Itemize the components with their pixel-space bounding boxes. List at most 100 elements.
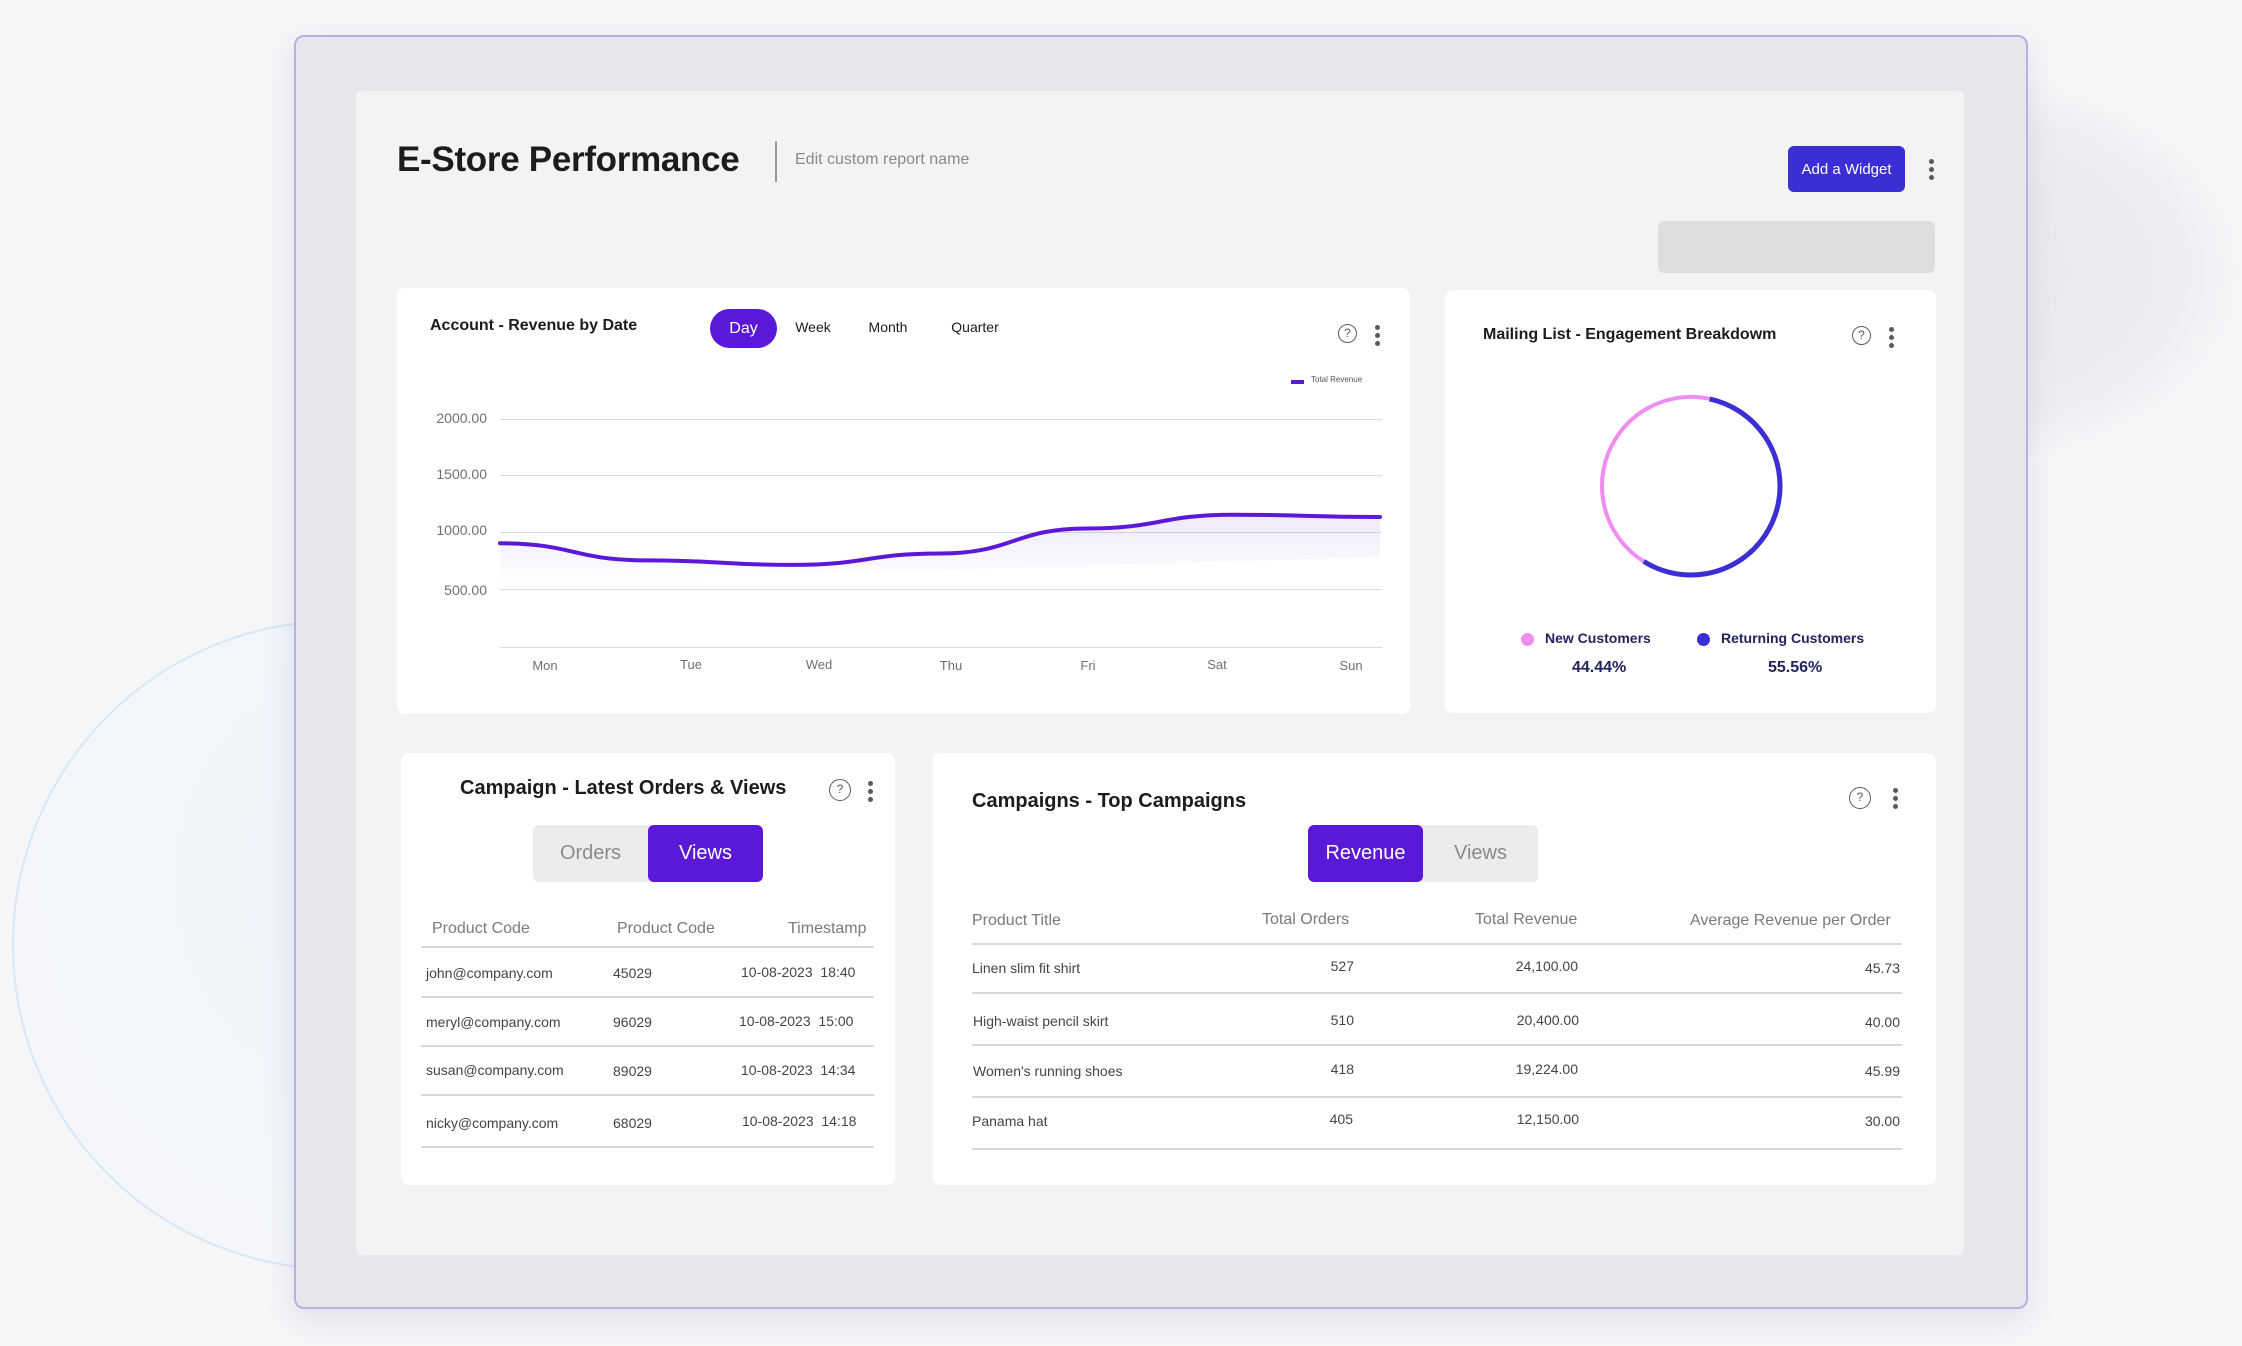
row-product-title: Women's running shoes [973,1063,1123,1079]
row-average-revenue: 45.99 [1864,1063,1900,1079]
row-code: 68029 [613,1115,652,1131]
x-tick-label: Sun [1339,658,1363,673]
row-divider [972,943,1902,945]
y-tick-label: 500.00 [444,582,487,598]
gridline [500,419,1382,420]
column-header: Total Orders [1262,911,1350,928]
row-divider [972,992,1902,994]
x-tick-label: Fri [1080,658,1096,673]
add-widget-button[interactable]: Add a Widget [1788,146,1905,192]
edit-report-name-link[interactable]: Edit custom report name [795,151,970,168]
row-total-orders: 527 [1330,958,1354,974]
row-code: 89029 [613,1063,652,1079]
new-customers-percent: 44.44% [1572,659,1627,676]
row-divider [421,996,874,998]
row-divider [421,1146,874,1148]
toggle-revenue[interactable]: Revenue [1308,825,1423,882]
row-total-orders: 418 [1330,1061,1354,1077]
legend-dot-new-customers [1521,633,1534,646]
card-title: Campaigns - Top Campaigns [972,790,1247,812]
toggle-orders[interactable]: Orders [559,842,622,864]
row-timestamp: 10-08-2023 15:00 [739,1013,854,1029]
row-product-title: Panama hat [972,1113,1048,1129]
row-total-revenue: 12,150.00 [1516,1111,1579,1127]
date-range-placeholder[interactable] [1658,221,1935,273]
row-email: nicky@company.com [426,1115,559,1131]
row-divider [972,1096,1902,1098]
x-tick-label: Tue [680,657,702,672]
revenue-by-date-card [397,288,1410,714]
help-icon[interactable]: ? [1852,326,1871,345]
revenue-views-toggle: Revenue Views [1308,825,1538,882]
kebab-icon[interactable] [866,781,874,802]
gridline [500,475,1382,476]
tab-week[interactable]: Week [795,319,831,335]
row-code: 45029 [613,965,652,981]
card-title: Account - Revenue by Date [430,317,638,334]
x-tick-label: Wed [805,657,833,672]
row-divider [972,1044,1902,1046]
series-line-total-revenue [498,512,1382,567]
tab-month[interactable]: Month [868,319,908,335]
row-divider [421,946,874,948]
row-divider [421,1094,874,1096]
kebab-icon[interactable] [1373,325,1381,346]
column-header: Total Revenue [1475,911,1578,928]
row-email: meryl@company.com [426,1014,561,1030]
row-timestamp: 10-08-2023 14:34 [741,1062,856,1078]
row-divider [421,1045,874,1047]
row-timestamp: 10-08-2023 18:40 [741,964,856,980]
row-average-revenue: 30.00 [1864,1113,1900,1129]
row-product-title: High-waist pencil skirt [973,1013,1109,1029]
card-title: Campaign - Latest Orders & Views [460,777,787,799]
column-header: Average Revenue per Order [1690,912,1891,929]
row-product-title: Linen slim fit shirt [972,960,1081,976]
column-header: Product Code [432,920,530,937]
legend-label-total-revenue: Total Revenue [1311,375,1363,384]
kebab-icon[interactable] [1927,159,1935,180]
x-tick-label: Mon [532,658,558,673]
orders-views-toggle: Orders Views [533,825,763,882]
gridline [500,589,1382,590]
legend-dot-returning-customers [1697,633,1710,646]
legend-label-new-customers: New Customers [1545,630,1651,646]
help-icon[interactable]: ? [829,779,851,801]
x-axis-line [500,647,1382,648]
y-tick-label: 1500.00 [436,466,487,482]
gridline [500,532,1382,533]
tab-day[interactable]: Day [710,309,777,348]
kebab-icon[interactable] [1887,327,1895,348]
y-tick-label: 1000.00 [436,522,487,538]
tab-quarter[interactable]: Quarter [951,319,999,335]
help-icon[interactable]: ? [1338,324,1357,343]
row-total-orders: 510 [1330,1012,1354,1028]
row-total-orders: 405 [1329,1111,1353,1127]
donut-slice-new-customers [1600,395,1782,577]
row-email: john@company.com [426,965,553,981]
title-divider [775,141,777,182]
row-average-revenue: 40.00 [1864,1014,1900,1030]
returning-customers-percent: 55.56% [1768,659,1823,676]
row-timestamp: 10-08-2023 14:18 [742,1113,857,1129]
column-header: Product Title [972,912,1061,929]
row-total-revenue: 20,400.00 [1516,1012,1579,1028]
y-tick-label: 2000.00 [436,410,487,426]
row-total-revenue: 24,100.00 [1515,958,1578,974]
toggle-views[interactable]: Views [648,825,763,882]
toggle-views[interactable]: Views [1454,842,1507,864]
kebab-icon[interactable] [1891,788,1899,809]
page-title: E-Store Performance [397,140,740,179]
row-code: 96029 [613,1014,652,1030]
row-average-revenue: 45.73 [1864,960,1900,976]
help-icon[interactable]: ? [1849,787,1871,809]
x-tick-label: Sat [1207,657,1227,672]
legend-swatch-total-revenue [1291,380,1304,384]
column-header: Timestamp [788,920,867,937]
top-campaigns-card [933,753,1936,1185]
card-title: Mailing List - Engagement Breakdowm [1483,326,1777,343]
engagement-donut-chart [1599,394,1783,578]
row-total-revenue: 19,224.00 [1515,1061,1578,1077]
row-divider [972,1148,1902,1150]
revenue-area-shadow [500,514,1380,584]
